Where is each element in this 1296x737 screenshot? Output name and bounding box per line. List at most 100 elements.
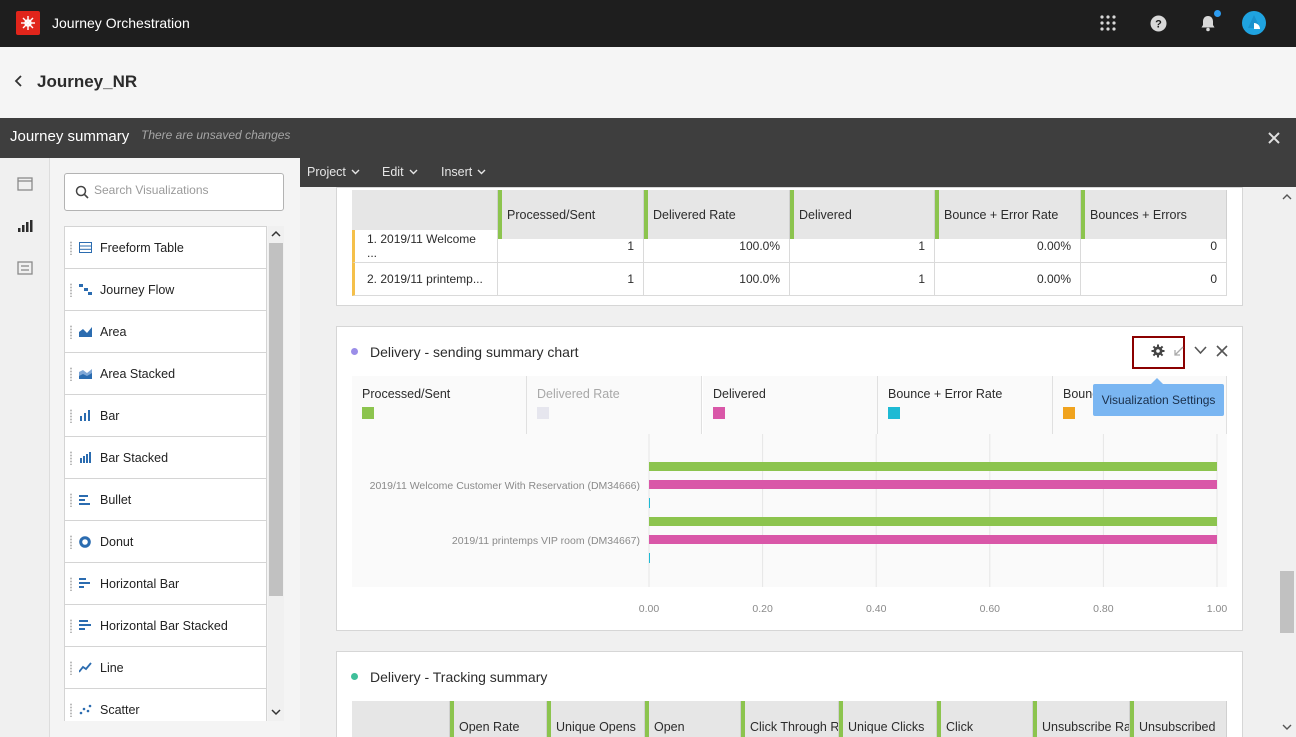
app-title: Journey Orchestration: [52, 15, 190, 31]
summary-title: Journey summary: [10, 128, 130, 145]
chevron-down-icon: [351, 169, 360, 175]
help-icon[interactable]: ?: [1146, 11, 1170, 35]
table-cell: 0: [1081, 263, 1227, 296]
x-tick-label: 1.00: [1207, 603, 1228, 615]
x-tick-label: 0.20: [752, 603, 773, 615]
viz-item-scatter[interactable]: Scatter: [64, 688, 267, 721]
scroll-up-icon[interactable]: [271, 229, 281, 239]
x-tick-label: 0.80: [1093, 603, 1114, 615]
expand-icon[interactable]: [1173, 345, 1185, 357]
column-header-label: Delivered: [799, 207, 852, 222]
metric-color-bar: [839, 701, 843, 737]
user-avatar[interactable]: [1242, 11, 1266, 35]
table-row-label[interactable]: 1. 2019/11 Welcome ...: [352, 230, 498, 263]
area-stacked-icon: [79, 368, 93, 380]
legend-item[interactable]: Processed/Sent: [352, 376, 527, 434]
gear-icon[interactable]: [1151, 344, 1165, 358]
column-header-label: Unique Clicks: [848, 720, 925, 734]
canvas-scroll-thumb[interactable]: [1280, 571, 1294, 633]
close-panel-icon[interactable]: [1216, 345, 1228, 357]
canvas-scroll-down-icon[interactable]: [1282, 722, 1292, 732]
column-header[interactable]: Delivered Rate: [644, 190, 790, 239]
legend-item[interactable]: Bounce + Error Rate: [878, 376, 1053, 434]
canvas-scroll-up-icon[interactable]: [1282, 192, 1292, 202]
panels-icon[interactable]: [17, 177, 33, 191]
search-visualizations-input[interactable]: [94, 183, 274, 197]
viz-item-horizontal-bar[interactable]: Horizontal Bar: [64, 562, 267, 604]
column-header[interactable]: Delivered: [790, 190, 935, 239]
bar-bounce-error-rate[interactable]: [649, 553, 650, 563]
column-header[interactable]: Bounce + Error Rate: [935, 190, 1081, 239]
apps-grid-icon[interactable]: [1096, 11, 1120, 35]
drag-handle[interactable]: [70, 241, 72, 255]
back-arrow-icon[interactable]: [12, 74, 26, 88]
tracking-column-header[interactable]: Open Rate: [450, 701, 547, 737]
viz-item-bar[interactable]: Bar: [64, 394, 267, 436]
drag-handle[interactable]: [70, 283, 72, 297]
horizontal-bar-chart: 0.00 0.20 0.40 0.60 0.80 1.00 2019/11 Welcome …: [370, 434, 1228, 615]
viz-list-scroll-thumb[interactable]: [269, 243, 283, 596]
column-header-label: Processed/Sent: [507, 207, 596, 222]
column-header[interactable]: Bounces + Errors: [1081, 190, 1227, 239]
viz-item-area-stacked[interactable]: Area Stacked: [64, 352, 267, 394]
bar-processed-sent[interactable]: [649, 462, 1217, 471]
menu-project[interactable]: Project: [307, 165, 360, 179]
tracking-column-header[interactable]: Unsubscribed: [1130, 701, 1227, 737]
drag-handle[interactable]: [70, 493, 72, 507]
tracking-column-header[interactable]: Click Through R: [741, 701, 839, 737]
bar-delivered[interactable]: [649, 535, 1217, 544]
bar-delivered[interactable]: [649, 480, 1217, 489]
viz-item-label: Bar: [100, 408, 120, 423]
horizontal-bar-icon: [79, 577, 93, 590]
legend-item[interactable]: Delivered: [703, 376, 878, 434]
drag-handle[interactable]: [70, 325, 72, 339]
drag-handle[interactable]: [70, 451, 72, 465]
viz-item-journey-flow[interactable]: Journey Flow: [64, 268, 267, 310]
drag-handle[interactable]: [70, 409, 72, 423]
bar-processed-sent[interactable]: [649, 517, 1217, 526]
viz-item-freeform-table[interactable]: Freeform Table: [64, 226, 267, 268]
scroll-down-icon[interactable]: [271, 707, 281, 717]
menu-insert[interactable]: Insert: [441, 165, 486, 179]
tracking-column-header[interactable]: Click: [937, 701, 1033, 737]
menu-edit[interactable]: Edit: [382, 165, 418, 179]
menu-insert-label: Insert: [441, 165, 473, 179]
table-row-label[interactable]: 2. 2019/11 printemp...: [352, 263, 498, 296]
column-header-label: Open Rate: [459, 720, 520, 734]
viz-item-area[interactable]: Area: [64, 310, 267, 352]
metric-color-bar: [498, 190, 502, 239]
visualizations-icon[interactable]: [17, 219, 33, 233]
column-header-label: Click Through R: [750, 720, 839, 734]
unsaved-changes-note: There are unsaved changes: [141, 128, 291, 142]
viz-item-donut[interactable]: Donut: [64, 520, 267, 562]
viz-item-bar-stacked[interactable]: Bar Stacked: [64, 436, 267, 478]
tracking-column-header[interactable]: Unsubscribe Ra: [1033, 701, 1130, 737]
tracking-column-header[interactable]: Open: [645, 701, 741, 737]
column-header-label: Delivered Rate: [653, 207, 736, 222]
drag-handle[interactable]: [70, 577, 72, 591]
drag-handle[interactable]: [70, 535, 72, 549]
drag-handle[interactable]: [70, 367, 72, 381]
canvas-scrollbar[interactable]: [1279, 187, 1296, 737]
viz-item-line[interactable]: Line: [64, 646, 267, 688]
drag-handle[interactable]: [70, 619, 72, 633]
chevron-down-icon: [409, 169, 418, 175]
notifications-bell-icon[interactable]: [1196, 10, 1221, 35]
collapse-chevron-icon[interactable]: [1194, 346, 1207, 355]
viz-item-horizontal-bar-stacked[interactable]: Horizontal Bar Stacked: [64, 604, 267, 646]
tracking-column-header[interactable]: Unique Opens: [547, 701, 645, 737]
column-header-label: Unique Opens: [556, 720, 636, 734]
tracking-column-header[interactable]: Unique Clicks: [839, 701, 937, 737]
bar-bounce-error-rate[interactable]: [649, 498, 650, 508]
metric-color-bar: [645, 701, 649, 737]
close-summary-icon[interactable]: [1266, 130, 1282, 146]
column-header-label: Bounces + Errors: [1090, 207, 1187, 222]
legend-item[interactable]: Delivered Rate: [527, 376, 702, 434]
drag-handle[interactable]: [70, 661, 72, 675]
column-header[interactable]: Processed/Sent: [498, 190, 644, 239]
viz-item-label: Area Stacked: [100, 366, 176, 381]
drag-handle[interactable]: [70, 703, 72, 717]
adobe-logo[interactable]: [16, 11, 40, 35]
viz-item-bullet[interactable]: Bullet: [64, 478, 267, 520]
components-icon[interactable]: [17, 261, 33, 275]
